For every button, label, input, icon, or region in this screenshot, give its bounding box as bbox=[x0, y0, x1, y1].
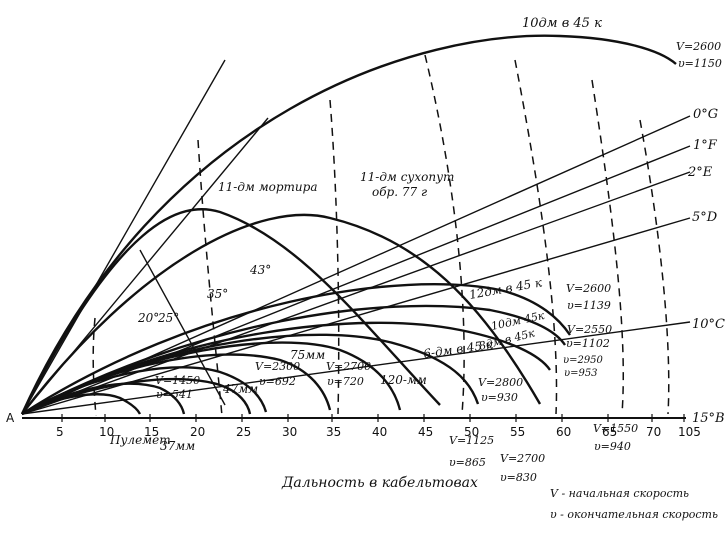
vel-6dm-V: V=2800 bbox=[478, 376, 523, 389]
angle-label-5D: 5°D bbox=[692, 210, 718, 225]
x-tick-label: 65 bbox=[602, 425, 617, 439]
range-dashed-arc bbox=[514, 59, 558, 415]
trajectory-11dm-mortar bbox=[20, 208, 441, 415]
x-axis-ticks: 5 10 15 20 25 30 35 40 45 50 55 60 65 70 105 bbox=[56, 414, 701, 439]
x-tick-label: 30 bbox=[282, 425, 297, 439]
vel-6dmb-V: V=2700 bbox=[500, 452, 545, 465]
elevation-25: 25° bbox=[157, 311, 179, 325]
legend-v: υ - окончательная скорость bbox=[550, 508, 718, 521]
angle-label-10C: 10°C bbox=[692, 317, 725, 332]
label-75mm: 75мм bbox=[290, 348, 325, 362]
vel-6dmb-v: υ=830 bbox=[500, 471, 537, 484]
vel-11dm-v: υ=940 bbox=[594, 440, 631, 453]
range-dashed-arc bbox=[92, 317, 97, 417]
label-120mm: 120-мм bbox=[380, 373, 427, 387]
x-tick-label: 60 bbox=[556, 425, 571, 439]
origin-label: A bbox=[6, 411, 15, 425]
vel-11dm-V: V=1550 bbox=[593, 422, 638, 435]
angle-label-1F: 1°F bbox=[693, 138, 718, 153]
vel-10dmb-V: V=2550 bbox=[567, 323, 612, 336]
trajectory-10dm-high bbox=[20, 34, 677, 415]
x-axis-label: Дальность в кабельтовах bbox=[281, 475, 478, 491]
x-tick-label: 10 bbox=[99, 425, 114, 439]
elevation-43: 43° bbox=[249, 263, 271, 277]
label-11dm-mortar: 11-дм мортира bbox=[218, 180, 318, 194]
label-machine-gun: Пулемет bbox=[109, 433, 171, 447]
vel-37mm-V: V=1450 bbox=[155, 374, 200, 387]
x-tick-label: 50 bbox=[464, 425, 479, 439]
label-11dm-land-2: обр. 77 г bbox=[372, 185, 427, 199]
x-tick-label: 25 bbox=[236, 425, 251, 439]
range-dashed-arc bbox=[424, 54, 465, 415]
trajectory-37mm bbox=[21, 382, 186, 416]
x-tick-label: 5 bbox=[56, 425, 64, 439]
vel-47mm-v: υ=692 bbox=[259, 375, 296, 388]
x-tick-label: 105 bbox=[678, 425, 701, 439]
trajectory-47mm bbox=[21, 366, 268, 416]
angle-label-0G: 0°G bbox=[693, 107, 718, 122]
trajectory-10dm-low bbox=[21, 304, 566, 416]
angle-label-15B: 15°B bbox=[692, 411, 725, 426]
label-10dm-top: 10дм в 45 к bbox=[522, 16, 602, 31]
trajectory-small-1 bbox=[21, 377, 252, 416]
x-tick-label: 35 bbox=[326, 425, 341, 439]
legend-V: V - начальная скорость bbox=[550, 487, 689, 500]
vel-12dm-v: υ=1139 bbox=[567, 299, 611, 312]
label-47mm: 47мм bbox=[222, 382, 258, 396]
label-6dm: 6-дм в 45 к bbox=[422, 337, 494, 361]
vel-120mm-V: V=1125 bbox=[449, 434, 494, 447]
trajectory-11dm-land bbox=[21, 213, 542, 415]
x-tick-label: 45 bbox=[418, 425, 433, 439]
x-tick-label: 70 bbox=[646, 425, 661, 439]
vel-8dm-V: υ=2950 bbox=[563, 355, 604, 366]
vel-12dm-V: V=2600 bbox=[566, 282, 611, 295]
x-tick-label: 20 bbox=[190, 425, 205, 439]
angle-label-2E: 2°E bbox=[687, 165, 713, 180]
label-37mm: 37мм bbox=[160, 439, 195, 453]
vel-47mm-V: V=2300 bbox=[255, 360, 300, 373]
vel-6dm-v: υ=930 bbox=[481, 391, 518, 404]
vel-75mm-V: V=2700 bbox=[326, 360, 371, 373]
elevation-line bbox=[21, 59, 226, 415]
vel-120mm-v: υ=865 bbox=[449, 456, 486, 469]
label-11dm-land-1: 11-дм сухопут bbox=[360, 170, 454, 184]
vel-10dm-V: V=2600 bbox=[676, 40, 721, 53]
vel-37mm-v: υ=541 bbox=[156, 388, 193, 401]
vel-75mm-v: υ=720 bbox=[327, 375, 364, 388]
range-dashed-arc bbox=[639, 119, 670, 415]
vel-8dm-v: υ=953 bbox=[564, 368, 598, 379]
x-tick-label: 55 bbox=[510, 425, 525, 439]
elevation-line bbox=[139, 249, 226, 406]
elevation-line bbox=[21, 171, 691, 415]
x-tick-label: 40 bbox=[372, 425, 387, 439]
elevation-35: 35° bbox=[207, 287, 228, 301]
range-dashed-arc bbox=[329, 99, 340, 415]
trajectory-curves bbox=[20, 34, 691, 417]
trajectory-12dm bbox=[21, 283, 571, 416]
vel-10dm-v: υ=1150 bbox=[678, 57, 722, 70]
elevation-20: 20° bbox=[137, 311, 159, 325]
elevation-line bbox=[21, 321, 691, 415]
vel-10dmb-v: υ=1102 bbox=[566, 337, 610, 350]
x-tick-label: 15 bbox=[144, 425, 159, 439]
range-dashed-arc bbox=[591, 79, 625, 415]
